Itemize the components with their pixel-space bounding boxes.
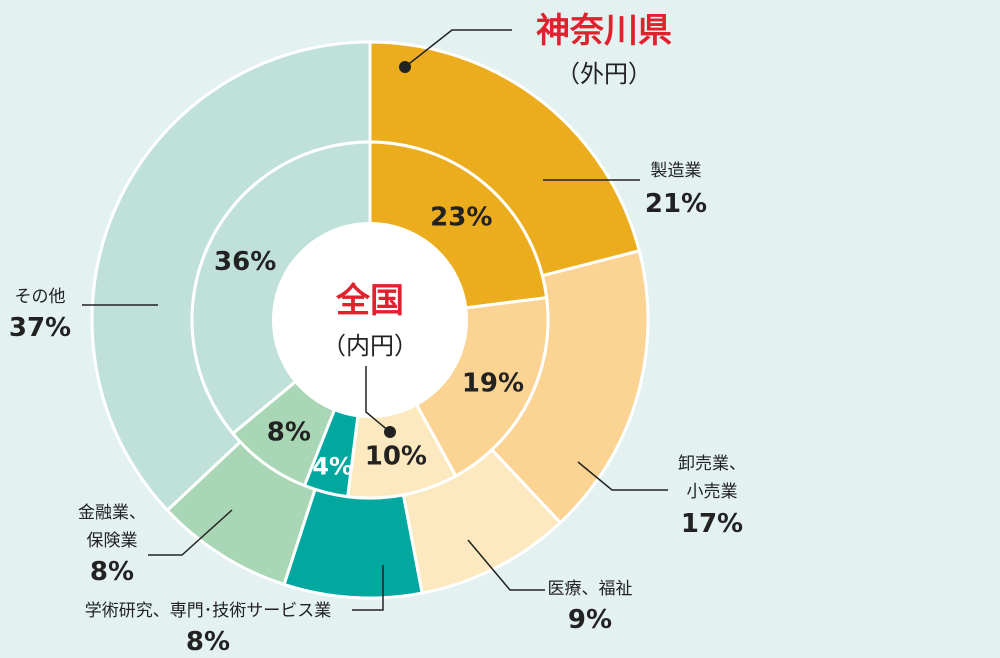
outer-title-dot	[399, 61, 411, 73]
label-research-value: 8%	[186, 627, 230, 657]
label-research-name: 学術研究、専門･技術サービス業	[85, 601, 332, 621]
label-medical-value: 9%	[568, 605, 612, 635]
leader-finance	[148, 509, 233, 556]
label-finance-value: 8%	[90, 557, 134, 587]
label-medical-name: 医療、福祉	[548, 579, 633, 599]
label-wholesale-line1: 卸売業、	[678, 454, 746, 474]
inner-pct-medical: 10%	[365, 442, 427, 472]
inner-title-leader	[365, 366, 391, 433]
inner-title-dot	[384, 426, 396, 438]
inner-pct-wholesale: 19%	[462, 369, 524, 399]
leader-medical	[467, 539, 545, 591]
label-wholesale-value: 17%	[681, 509, 743, 539]
label-finance-line1: 金融業、	[78, 503, 146, 523]
leader-wholesale	[577, 461, 668, 491]
outer-ring-subtitle: （外円）	[556, 60, 652, 88]
inner-pct-manufacturing: 23%	[430, 202, 492, 232]
label-other-value: 37%	[9, 313, 71, 343]
inner-pct-labels: 23% 19% 10% 4%8% 36%	[214, 202, 524, 480]
label-finance-line2: 保険業	[87, 531, 138, 551]
inner-pct-other: 36%	[214, 247, 276, 277]
inner-ring-subtitle: （内円）	[322, 332, 418, 360]
outer-ring-title: 神奈川県	[536, 11, 672, 51]
outer-title-leader	[404, 29, 512, 68]
label-wholesale-line2: 小売業	[687, 482, 738, 502]
center-hole	[272, 222, 468, 418]
label-manufacturing-name: 製造業	[651, 161, 702, 181]
inner-ring-title: 全国	[335, 281, 404, 321]
inner-ring	[190, 140, 550, 500]
leader-research	[352, 565, 384, 611]
label-manufacturing-value: 21%	[645, 189, 707, 219]
outer-ring	[90, 40, 650, 600]
inner-pct-finance: 8%	[267, 418, 311, 448]
label-other-name: その他	[15, 287, 66, 307]
inner-pct-research: 4%	[312, 452, 353, 480]
